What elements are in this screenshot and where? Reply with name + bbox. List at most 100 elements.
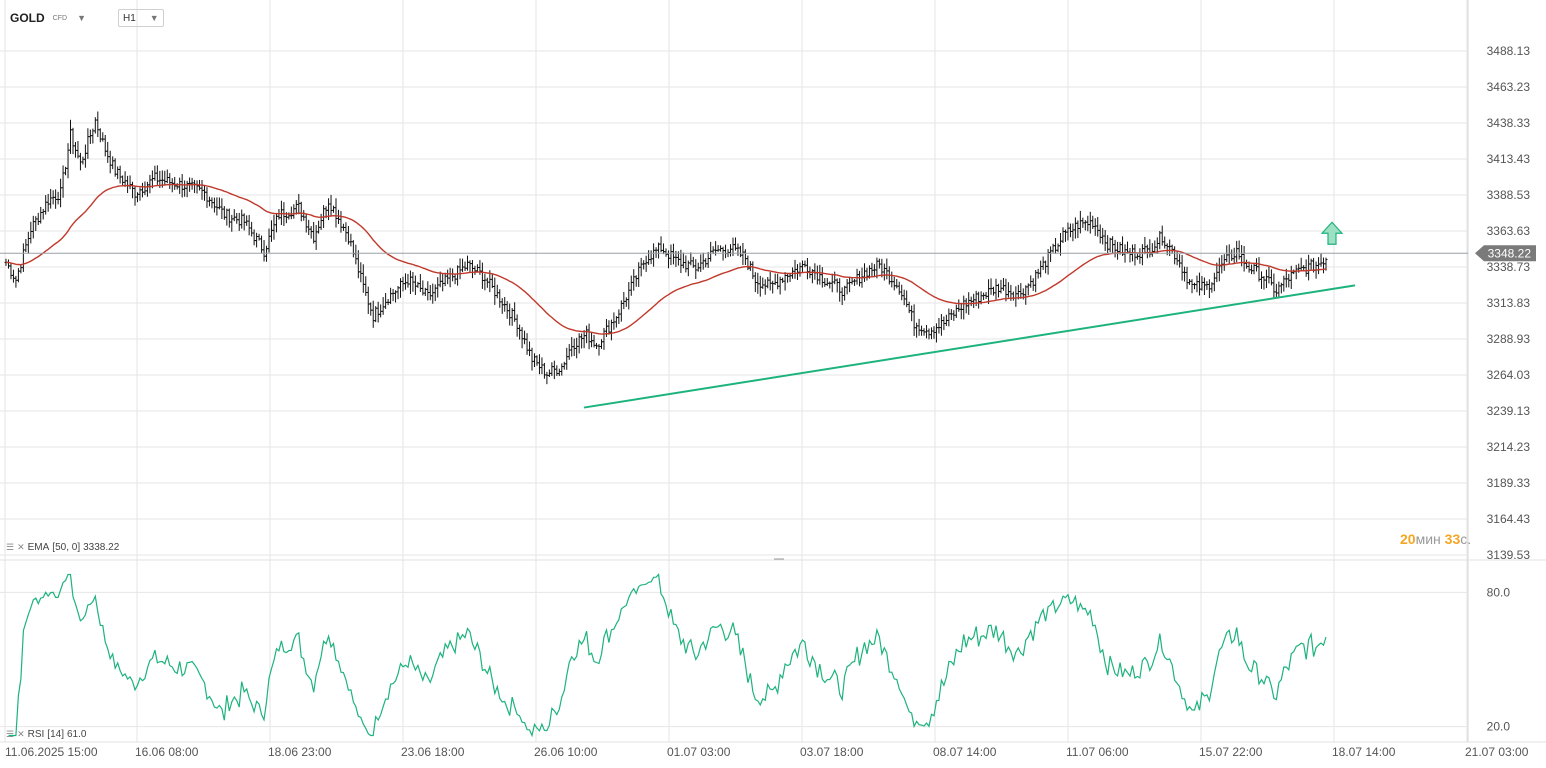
candle: [193, 179, 197, 194]
candle: [116, 166, 120, 180]
candle: [939, 313, 943, 336]
candle: [972, 293, 976, 309]
candle: [431, 283, 435, 304]
candle: [704, 258, 708, 268]
support-trendline: [583, 284, 1356, 409]
candle: [19, 264, 23, 274]
price-tick-label: 3139.53: [1487, 548, 1531, 562]
price-tick-label: 3189.33: [1487, 476, 1531, 490]
candle: [71, 127, 75, 155]
candle: [1039, 260, 1043, 278]
candle: [1140, 244, 1144, 266]
price-tick-label: 3288.93: [1487, 332, 1531, 346]
candle: [892, 276, 896, 291]
candle: [369, 302, 373, 316]
candle: [339, 211, 343, 233]
candle: [230, 214, 234, 232]
candle: [540, 357, 544, 375]
candle: [106, 141, 110, 163]
candle: [225, 208, 229, 226]
last-price-label: 3348.22: [1488, 246, 1532, 260]
time-tick-label: 15.07 22:00: [1199, 745, 1263, 759]
candle: [1031, 278, 1035, 291]
candle: [1192, 282, 1196, 290]
candle: [872, 264, 876, 278]
candle: [1113, 239, 1117, 258]
symbol-name[interactable]: GOLD: [10, 11, 45, 25]
candle: [332, 205, 336, 213]
candle: [461, 258, 465, 272]
candle: [530, 347, 534, 371]
candle: [468, 260, 472, 273]
candle: [634, 275, 638, 287]
candle: [131, 181, 135, 199]
candle: [1083, 220, 1087, 231]
candle: [562, 361, 566, 370]
candle: [121, 175, 125, 186]
candle: [302, 210, 306, 221]
candle: [1096, 217, 1100, 237]
candle: [580, 333, 584, 349]
candle: [66, 143, 70, 179]
candle: [31, 215, 35, 239]
candle: [542, 362, 546, 379]
candle: [599, 339, 603, 349]
timeframe-select[interactable]: H1 ▼: [117, 9, 164, 27]
chevron-down-icon[interactable]: ▼: [77, 13, 86, 23]
candle: [485, 277, 489, 288]
candle: [741, 242, 745, 265]
candle: [629, 275, 633, 296]
rsi-legend: ☰ ✕ RSI [14] 61.0: [6, 729, 86, 740]
price-tick-label: 3388.53: [1487, 188, 1531, 202]
candle: [657, 242, 661, 259]
candle: [240, 209, 244, 229]
candle: [994, 278, 998, 300]
candle: [716, 245, 720, 252]
candle: [523, 330, 527, 345]
candle: [1103, 230, 1107, 252]
candle: [927, 328, 931, 340]
candle: [575, 337, 579, 359]
candle: [29, 221, 33, 244]
timeframe-value: H1: [122, 12, 136, 24]
candle: [681, 252, 685, 269]
candle: [937, 318, 941, 334]
candle: [1227, 244, 1231, 264]
candle: [833, 271, 837, 285]
candle: [848, 276, 852, 293]
candle: [384, 293, 388, 309]
candle: [518, 324, 522, 340]
close-icon[interactable]: ✕: [17, 729, 25, 739]
candle: [123, 171, 127, 187]
candle: [1011, 291, 1015, 301]
candle: [982, 292, 986, 301]
candle: [949, 309, 953, 320]
candle: [366, 286, 370, 315]
candle: [929, 327, 933, 340]
rsi-line: [8, 573, 1327, 738]
candle: [798, 262, 802, 277]
candle: [567, 344, 571, 360]
candle: [1143, 236, 1147, 255]
candle: [1304, 259, 1308, 277]
candle: [403, 273, 407, 290]
candle: [724, 244, 728, 259]
candle: [180, 174, 184, 198]
candle: [1163, 236, 1167, 249]
candle: [232, 209, 236, 222]
close-icon[interactable]: ✕: [17, 542, 25, 552]
candle: [882, 263, 886, 281]
indicator-settings-icon[interactable]: ☰: [6, 729, 15, 739]
candle: [314, 224, 318, 250]
candle: [659, 236, 663, 253]
candle: [98, 128, 102, 143]
candle: [977, 291, 981, 309]
candle: [803, 260, 807, 268]
candle: [391, 288, 395, 302]
candle: [1230, 249, 1234, 262]
candle: [1138, 248, 1142, 264]
candle: [81, 156, 85, 165]
candle: [555, 365, 559, 376]
indicator-settings-icon[interactable]: ☰: [6, 542, 15, 552]
